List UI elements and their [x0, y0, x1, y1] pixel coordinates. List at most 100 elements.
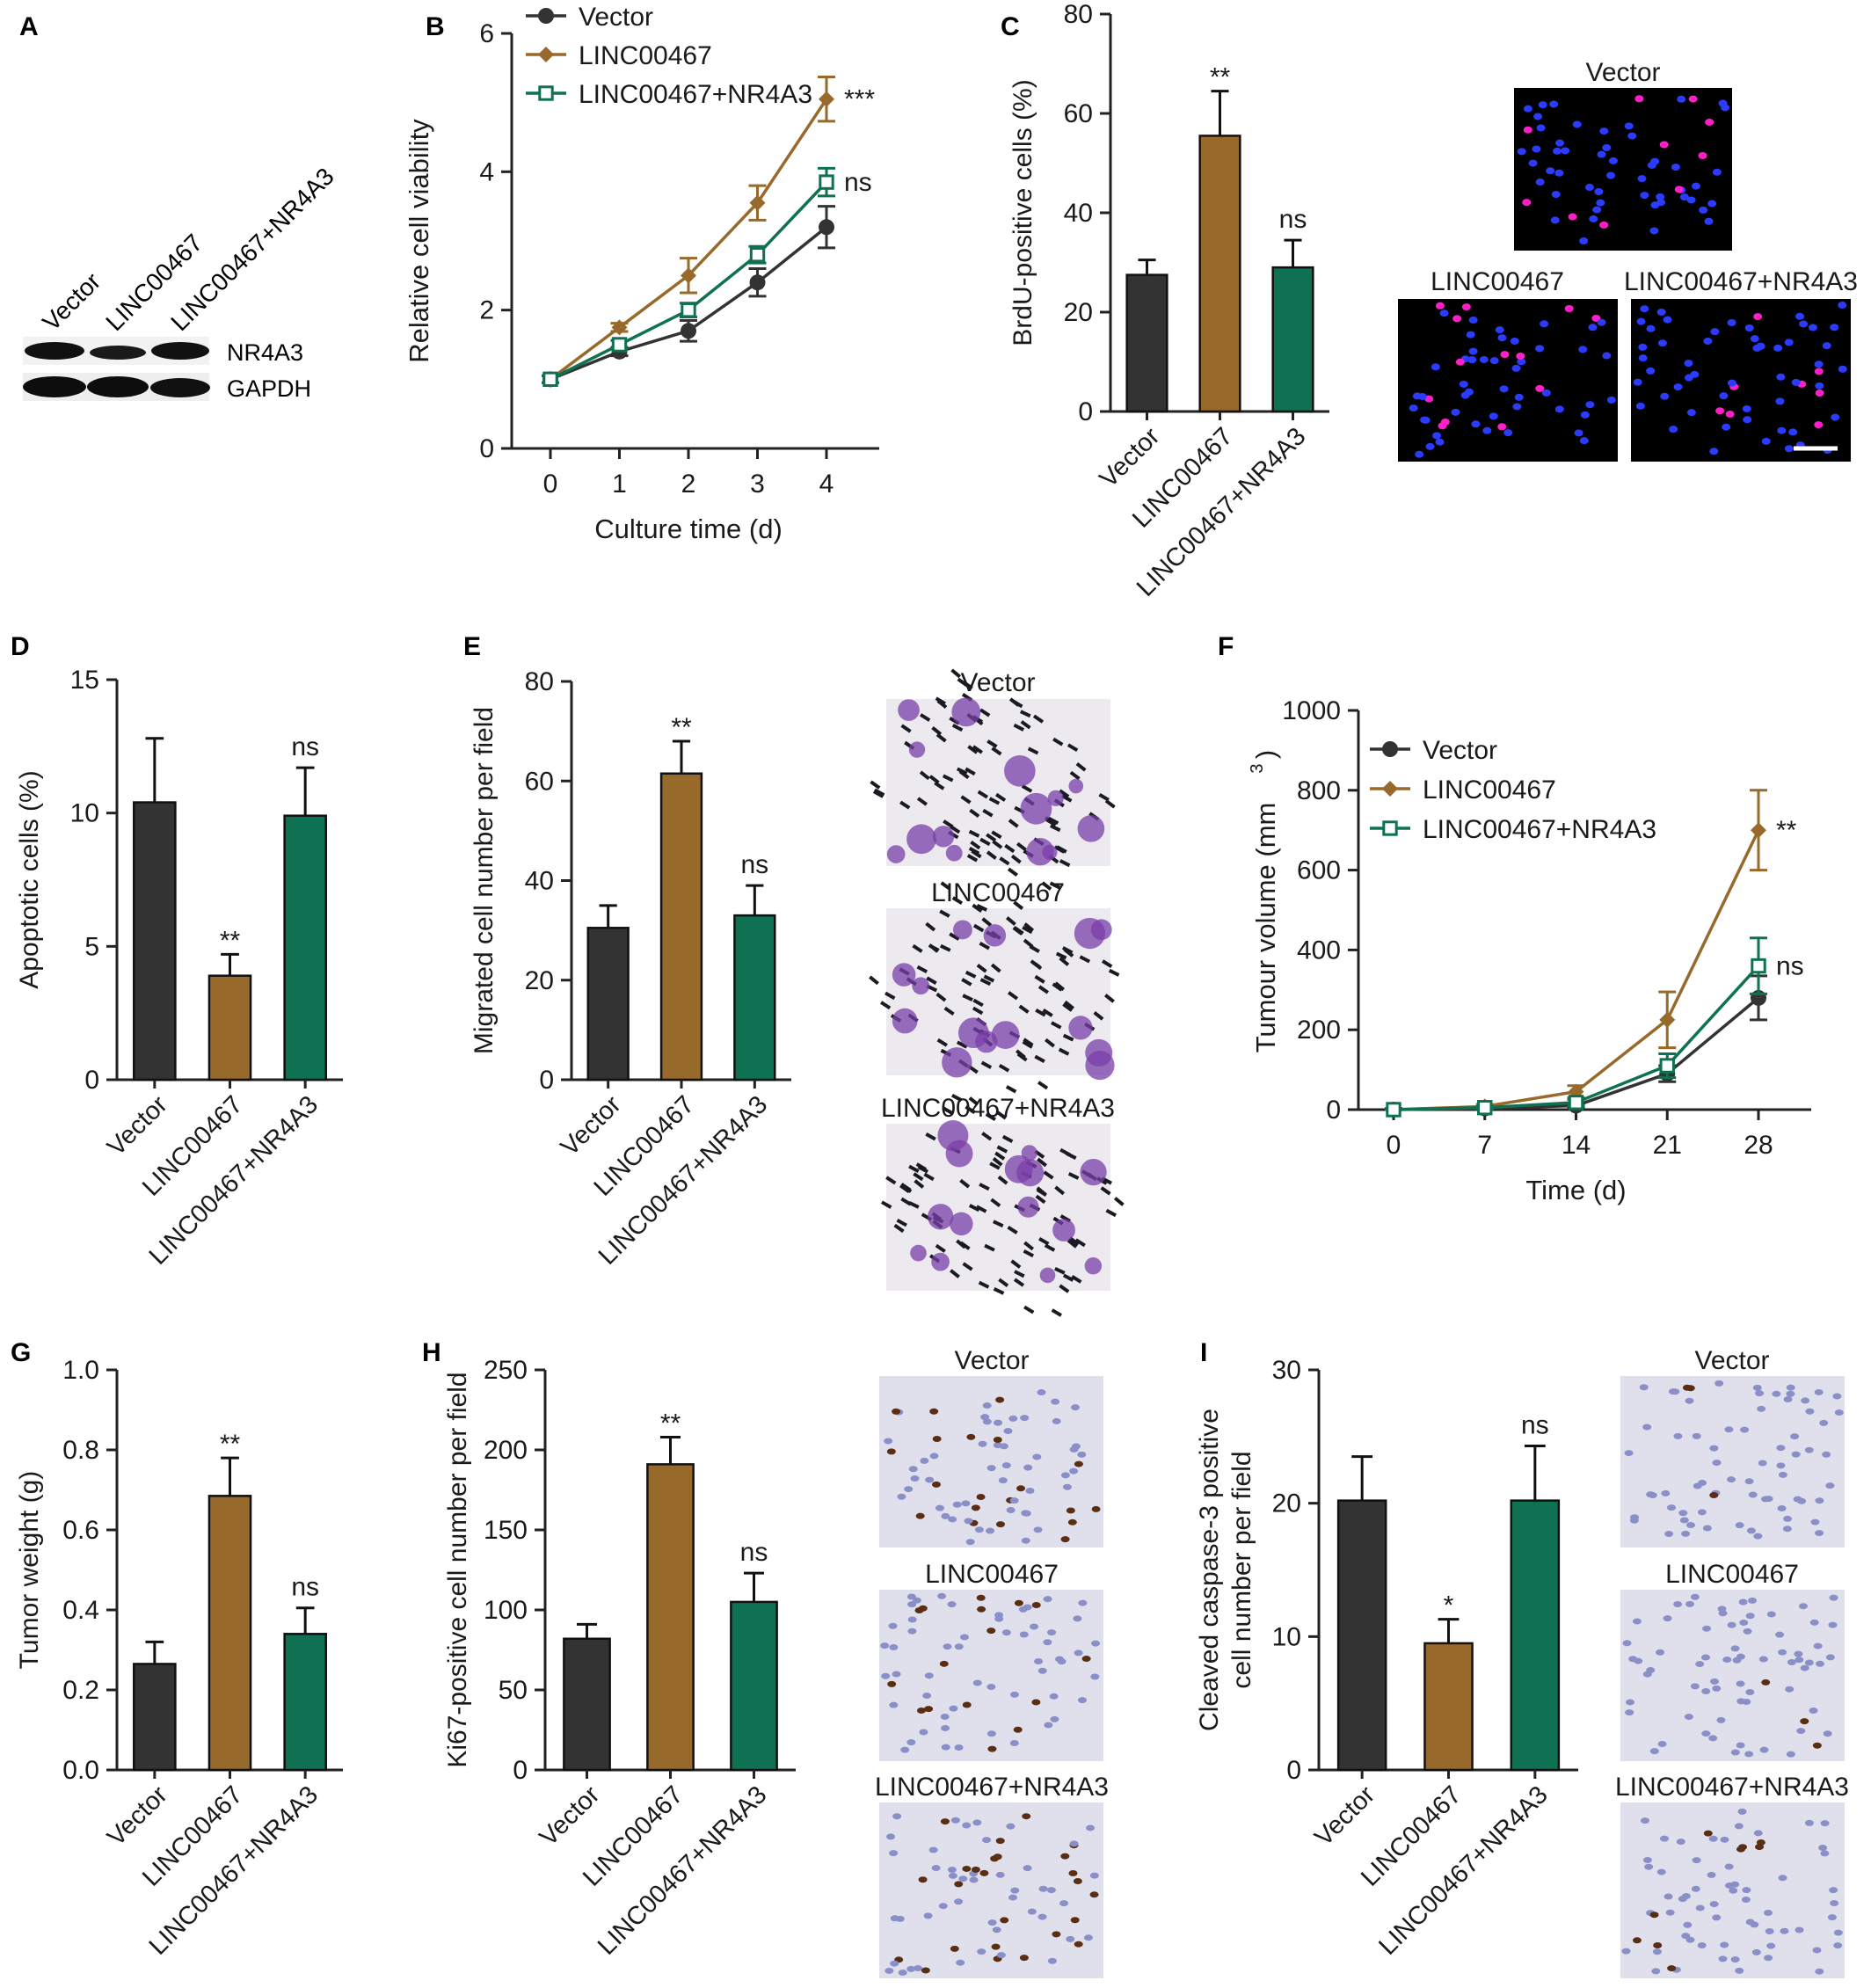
nucleus-dot: [954, 1643, 964, 1650]
pore-mark: [994, 792, 1007, 802]
nucleus-dot: [1697, 1509, 1707, 1516]
nucleus-dot: [1753, 1830, 1763, 1837]
nucleus-dot: [1761, 437, 1771, 445]
nucleus-dot: [1720, 1941, 1729, 1948]
nucleus-dot: [1656, 199, 1666, 207]
nucleus-dot: [1795, 1657, 1804, 1664]
nucleus-dot: [1516, 352, 1525, 360]
nucleus-dot: [1773, 344, 1783, 352]
nucleus-dot: [1736, 1653, 1745, 1660]
nucleus-dot: [1546, 167, 1555, 175]
nucleus-dot: [1822, 1451, 1831, 1458]
nucleus-dot: [1069, 1445, 1079, 1453]
pore-mark: [1101, 959, 1113, 968]
data-point: [1477, 1100, 1493, 1116]
nucleus-dot: [1710, 328, 1720, 336]
nucleus-dot: [1800, 1718, 1809, 1725]
nucleus-dot: [1685, 1600, 1695, 1607]
nucleus-dot: [1090, 1673, 1100, 1680]
x-tick-label: 1: [612, 470, 627, 499]
nucleus-dot: [1660, 392, 1670, 400]
pore-mark: [915, 1162, 928, 1171]
nucleus-dot: [1043, 1639, 1052, 1646]
nucleus-dot: [1690, 1683, 1700, 1690]
x-tick-label: Vector: [102, 1090, 173, 1161]
nucleus-dot: [1756, 1839, 1765, 1846]
nucleus-dot: [1646, 324, 1656, 332]
pore-mark: [1105, 1208, 1117, 1218]
chart-f-tumour-volume: 0 200 400 600 800 1000 0 7 14 21 28 Time (d) Tumour …: [1248, 696, 1811, 1205]
nucleus-dot: [1804, 1446, 1814, 1453]
pore-mark: [1023, 922, 1035, 932]
nucleus-dot: [1074, 1649, 1083, 1657]
nucleus-dot: [1511, 364, 1521, 372]
nucleus-dot: [1820, 1850, 1830, 1857]
nucleus-dot: [1656, 1868, 1666, 1875]
nucleus-dot: [1541, 389, 1551, 397]
pore-mark: [1069, 770, 1081, 781]
nucleus-dot: [889, 1850, 899, 1857]
nucleus-dot: [999, 1443, 1008, 1450]
nucleus-dot: [1686, 1522, 1696, 1529]
pore-mark: [1007, 991, 1019, 1001]
y-tick-label: 50: [499, 1676, 528, 1705]
pore-mark: [1022, 1040, 1033, 1049]
nucleus-dot: [906, 1739, 916, 1746]
stained-cell: [1084, 1257, 1103, 1275]
nucleus-dot: [1690, 1593, 1700, 1600]
nucleus-dot: [921, 1967, 930, 1974]
pore-mark: [940, 943, 951, 952]
pore-mark: [885, 1176, 897, 1185]
nucleus-dot: [1019, 1631, 1029, 1638]
nucleus-dot: [1657, 339, 1667, 347]
nucleus-dot: [906, 1965, 916, 1972]
pore-mark: [961, 978, 972, 987]
nucleus-dot: [1783, 1395, 1793, 1402]
nucleus-dot: [1775, 397, 1785, 405]
nucleus-dot: [1073, 1877, 1082, 1884]
nucleus-dot: [1744, 1751, 1754, 1758]
nucleus-dot: [1759, 1746, 1769, 1753]
pore-mark: [981, 1132, 993, 1141]
nucleus-dot: [1034, 1658, 1044, 1665]
pore-mark: [1053, 845, 1066, 854]
nucleus-dot: [987, 1745, 997, 1752]
nucleus-dot: [1753, 1533, 1763, 1540]
nucleus-dot: [947, 1601, 957, 1608]
pore-mark: [1098, 793, 1110, 802]
x-tick-label: 4: [819, 470, 834, 499]
nucleus-dot: [1695, 1660, 1705, 1667]
pore-mark: [979, 708, 991, 717]
nucleus-dot: [1466, 331, 1475, 339]
nucleus-dot: [1714, 1380, 1724, 1387]
nucleus-dot: [1698, 151, 1707, 159]
data-point: [538, 8, 554, 24]
nucleus-dot: [943, 1643, 952, 1650]
pore-mark: [982, 808, 994, 818]
nucleus-dot: [959, 1634, 969, 1641]
nucleus-dot: [1829, 1887, 1838, 1894]
pore-mark: [1071, 1275, 1082, 1284]
pore-mark: [985, 1112, 997, 1122]
pore-mark: [956, 1239, 966, 1249]
pore-mark: [1067, 743, 1079, 753]
pore-mark: [999, 856, 1010, 866]
nucleus-dot: [1786, 1390, 1795, 1397]
nucleus-dot: [1021, 1537, 1030, 1544]
significance-label: ns: [291, 732, 319, 761]
nucleus-dot: [1741, 1897, 1751, 1904]
nucleus-dot: [1730, 1956, 1740, 1963]
nucleus-dot: [982, 1837, 991, 1844]
pore-mark: [940, 881, 951, 891]
nucleus-dot: [1624, 1450, 1634, 1457]
significance-label: *: [1444, 1591, 1454, 1620]
nucleus-dot: [1684, 1714, 1693, 1721]
nucleus-dot: [1019, 1955, 1029, 1962]
pore-mark: [1059, 789, 1070, 798]
nucleus-dot: [1424, 395, 1434, 403]
nucleus-dot: [1514, 393, 1524, 401]
nucleus-dot: [1455, 358, 1465, 366]
nucleus-dot: [1815, 1660, 1824, 1667]
nucleus-dot: [892, 1408, 901, 1415]
nucleus-dot: [1642, 1857, 1652, 1864]
